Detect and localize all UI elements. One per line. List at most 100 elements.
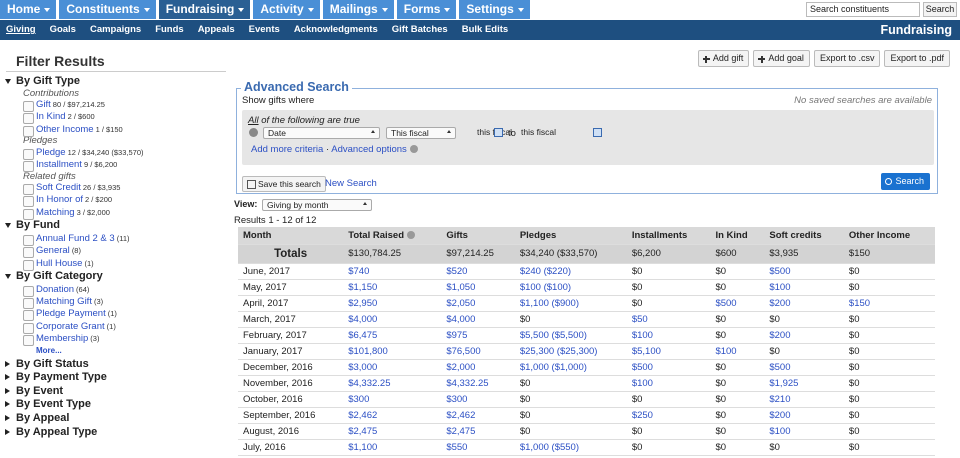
cell-link[interactable]: $1,000 ($1,000) (520, 362, 587, 373)
cell-link[interactable]: $2,050 (446, 298, 475, 309)
sub-nav-link[interactable]: Appeals (192, 20, 235, 40)
filter-option-label[interactable]: In Honor of (36, 194, 83, 205)
filter-option[interactable]: Matching Gift(3) (0, 296, 228, 308)
filter-option-label[interactable]: Corporate Grant (36, 321, 105, 332)
sub-nav-link[interactable]: Gift Batches (386, 20, 448, 40)
filter-section-title[interactable]: By Event (0, 385, 228, 399)
cell-link[interactable]: $4,000 (348, 314, 377, 325)
filter-option-label[interactable]: In Kind (36, 111, 66, 122)
filter-section-title[interactable]: By Payment Type (0, 371, 228, 385)
sub-nav-link[interactable]: Bulk Edits (456, 20, 508, 40)
cell-link[interactable]: $100 (632, 330, 653, 341)
filter-section-title[interactable]: By Gift Category (0, 270, 228, 284)
cell-link[interactable]: $2,475 (446, 426, 475, 437)
filter-option[interactable]: Corporate Grant(1) (0, 321, 228, 333)
filter-option[interactable]: In Kind2 / $600 (0, 111, 228, 123)
cell-link[interactable]: $1,050 (446, 282, 475, 293)
filter-option-label[interactable]: Donation (36, 284, 74, 295)
filter-option-label[interactable]: Annual Fund 2 & 3 (36, 233, 115, 244)
filter-option-label[interactable]: General (36, 245, 70, 256)
remove-criterion-icon[interactable] (249, 128, 258, 137)
action-button[interactable]: Export to .csv (814, 50, 881, 67)
filter-option[interactable]: Soft Credit26 / $3,935 (0, 182, 228, 194)
filter-section-title[interactable]: By Fund (0, 219, 228, 233)
calendar-icon[interactable] (593, 128, 602, 137)
sub-nav-link[interactable]: Acknowledgments (288, 20, 378, 40)
cell-link[interactable]: $1,925 (769, 378, 798, 389)
filter-option-label[interactable]: Soft Credit (36, 182, 81, 193)
save-search-button[interactable]: Save this search (242, 176, 326, 192)
sub-nav-link[interactable]: Giving (0, 20, 36, 40)
action-button[interactable]: Add goal (753, 50, 810, 67)
filter-option[interactable]: Hull House(1) (0, 258, 228, 270)
cell-link[interactable]: $520 (446, 266, 467, 277)
filter-option[interactable]: Annual Fund 2 & 3(11) (0, 233, 228, 245)
nav-tab[interactable]: Fundraising (159, 0, 251, 19)
cell-link[interactable]: $2,950 (348, 298, 377, 309)
field-select[interactable]: Date (263, 127, 380, 139)
filter-option-label[interactable]: Pledge Payment (36, 308, 106, 319)
advanced-options-link[interactable]: Advanced options (331, 144, 407, 155)
new-search-link[interactable]: New Search (325, 178, 377, 189)
cell-link[interactable]: $1,150 (348, 282, 377, 293)
cell-link[interactable]: $4,332.25 (348, 378, 390, 389)
filter-section-title[interactable]: By Appeal Type (0, 426, 228, 440)
cell-link[interactable]: $200 (769, 298, 790, 309)
more-link[interactable]: More... (0, 346, 228, 358)
filter-option[interactable]: Matching3 / $2,000 (0, 207, 228, 219)
cell-link[interactable]: $975 (446, 330, 467, 341)
search-button[interactable]: Search (923, 2, 957, 17)
cell-link[interactable]: $100 (769, 426, 790, 437)
cell-link[interactable]: $100 (632, 378, 653, 389)
cell-link[interactable]: $3,000 (348, 362, 377, 373)
filter-option[interactable]: General(8) (0, 245, 228, 257)
filter-section-title[interactable]: By Gift Status (0, 358, 228, 372)
filter-option[interactable]: Membership(3) (0, 333, 228, 345)
filter-option-label[interactable]: Pledge (36, 147, 66, 158)
cell-link[interactable]: $4,332.25 (446, 378, 488, 389)
filter-section-title[interactable]: By Event Type (0, 398, 228, 412)
cell-link[interactable]: $500 (632, 362, 653, 373)
cell-link[interactable]: $200 (769, 330, 790, 341)
cell-link[interactable]: $100 ($100) (520, 282, 571, 293)
nav-tab[interactable]: Home (0, 0, 56, 19)
filter-option[interactable]: In Honor of2 / $200 (0, 194, 228, 206)
operator-select[interactable]: This fiscal (386, 127, 456, 139)
filter-option[interactable]: Pledge Payment(1) (0, 308, 228, 320)
from-input[interactable]: this fiscal (474, 127, 512, 139)
filter-option-label[interactable]: Hull House (36, 258, 82, 269)
add-criteria-link[interactable]: Add more criteria (251, 144, 323, 155)
cell-link[interactable]: $300 (348, 394, 369, 405)
cell-link[interactable]: $101,800 (348, 346, 388, 357)
to-input[interactable]: this fiscal (518, 127, 562, 139)
sub-nav-link[interactable]: Campaigns (84, 20, 141, 40)
cell-link[interactable]: $1,000 ($550) (520, 442, 579, 453)
filter-option[interactable]: Installment9 / $6,200 (0, 159, 228, 171)
cell-link[interactable]: $2,475 (348, 426, 377, 437)
constituent-search-input[interactable]: Search constituents (806, 2, 920, 17)
cell-link[interactable]: $500 (769, 362, 790, 373)
filter-option-label[interactable]: Installment (36, 159, 82, 170)
filter-section-title[interactable]: By Appeal (0, 412, 228, 426)
action-button[interactable]: Add gift (698, 50, 750, 67)
filter-section-title[interactable]: By Gift Type (0, 75, 228, 89)
sub-nav-link[interactable]: Funds (149, 20, 184, 40)
nav-tab[interactable]: Activity (253, 0, 319, 19)
cell-link[interactable]: $150 (849, 298, 870, 309)
cell-link[interactable]: $500 (715, 298, 736, 309)
nav-tab[interactable]: Mailings (323, 0, 394, 19)
cell-link[interactable]: $2,462 (348, 410, 377, 421)
cell-link[interactable]: $500 (769, 266, 790, 277)
cell-link[interactable]: $250 (632, 410, 653, 421)
filter-option[interactable]: Gift80 / $97,214.25 (0, 99, 228, 111)
nav-tab[interactable]: Constituents (59, 0, 155, 19)
sub-nav-link[interactable]: Events (243, 20, 280, 40)
cell-link[interactable]: $25,300 ($25,300) (520, 346, 598, 357)
calendar-icon[interactable] (494, 128, 503, 137)
cell-link[interactable]: $300 (446, 394, 467, 405)
cell-link[interactable]: $6,475 (348, 330, 377, 341)
cell-link[interactable]: $2,000 (446, 362, 475, 373)
cell-link[interactable]: $1,100 (348, 442, 377, 453)
cell-link[interactable]: $100 (769, 282, 790, 293)
nav-tab[interactable]: Forms (397, 0, 457, 19)
